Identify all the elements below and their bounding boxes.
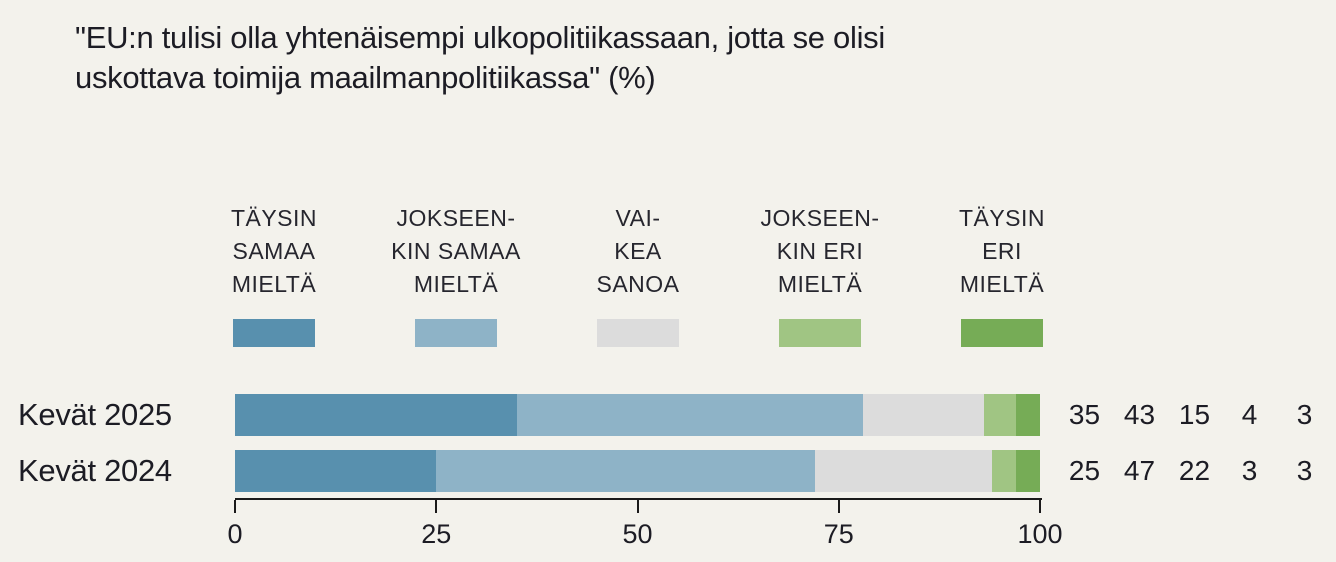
bar-segment: [516, 394, 863, 436]
legend: TÄYSIN SAMAA MIELTÄ JOKSEEN- KIN SAMAA M…: [183, 201, 1093, 347]
axis-tick: [1039, 500, 1041, 513]
legend-swatch: [597, 319, 679, 347]
axis-tick: [636, 500, 639, 513]
bar-segment: [235, 450, 437, 492]
legend-label-line: JOKSEEN-: [760, 205, 880, 231]
axis-tick: [234, 500, 236, 513]
legend-label-line: JOKSEEN-: [396, 205, 516, 231]
bar-segment: [235, 394, 517, 436]
value-label: 15: [1178, 399, 1211, 430]
axis-tick: [435, 500, 438, 513]
value-label: 47: [1123, 455, 1156, 486]
row-label-kevat-2025: Kevät 2025: [18, 397, 172, 432]
legend-label-line: KIN SAMAA: [391, 238, 521, 264]
bar-kevat-2024: [235, 450, 1040, 492]
value-label: 3: [1241, 455, 1258, 486]
value-label: 22: [1178, 455, 1211, 486]
legend-label-line: KEA: [614, 238, 662, 264]
legend-label: TÄYSIN SAMAA MIELTÄ: [183, 201, 365, 301]
axis-tick-label: 25: [421, 519, 452, 549]
bar-kevat-2025: [235, 394, 1040, 436]
value-label: 3: [1296, 455, 1313, 486]
legend-item-jokseenkin-eri: JOKSEEN- KIN ERI MIELTÄ: [729, 201, 911, 347]
legend-label-line: KIN ERI: [776, 238, 864, 264]
x-axis-line: [235, 498, 1042, 500]
bar-segment: [1015, 450, 1040, 492]
axis-tick-label: 75: [823, 519, 854, 549]
legend-label: JOKSEEN- KIN ERI MIELTÄ: [729, 201, 911, 301]
legend-item-jokseenkin-samaa: JOKSEEN- KIN SAMAA MIELTÄ: [365, 201, 547, 347]
bar-segment: [983, 394, 1016, 436]
legend-label-line: ERI: [982, 238, 1022, 264]
bar-segment: [862, 394, 984, 436]
axis-tick: [837, 500, 840, 513]
value-label: 4: [1241, 399, 1258, 430]
chart-title: "EU:n tulisi olla yhtenäisempi ulkopolit…: [75, 20, 885, 95]
legend-label-line: MIELTÄ: [959, 271, 1045, 297]
legend-label: VAI- KEA SANOA: [547, 201, 729, 301]
legend-swatch: [415, 319, 497, 347]
axis-tick-label: 50: [622, 519, 653, 549]
value-label: 43: [1123, 399, 1156, 430]
value-label: 25: [1068, 455, 1101, 486]
x-axis: 0 25 50 75 100: [227, 498, 1063, 558]
legend-label-line: MIELTÄ: [231, 271, 317, 297]
legend-label-line: MIELTÄ: [777, 271, 863, 297]
row-label-kevat-2024: Kevät 2024: [18, 453, 172, 488]
bar-segment: [1015, 394, 1040, 436]
bar-values-kevat-2025: 35 43 15 4 3: [1057, 394, 1333, 436]
legend-item-taysin-samaa: TÄYSIN SAMAA MIELTÄ: [183, 201, 365, 347]
legend-label-line: MIELTÄ: [413, 271, 499, 297]
bar-values-kevat-2024: 25 47 22 3 3: [1057, 450, 1333, 492]
axis-tick-label: 0: [227, 519, 243, 549]
legend-label: JOKSEEN- KIN SAMAA MIELTÄ: [365, 201, 547, 301]
legend-swatch: [779, 319, 861, 347]
legend-item-vaikea-sanoa: VAI- KEA SANOA: [547, 201, 729, 347]
legend-label-line: SAMAA: [232, 238, 316, 264]
bar-segment: [814, 450, 992, 492]
legend-label-line: SANOA: [596, 271, 680, 297]
bar-segment: [436, 450, 815, 492]
legend-label-line: TÄYSIN: [230, 205, 318, 231]
bar-segment: [991, 450, 1016, 492]
value-label: 35: [1068, 399, 1101, 430]
value-label: 3: [1296, 399, 1313, 430]
legend-swatch: [961, 319, 1043, 347]
legend-item-taysin-eri: TÄYSIN ERI MIELTÄ: [911, 201, 1093, 347]
legend-label-line: TÄYSIN: [958, 205, 1046, 231]
legend-swatch: [233, 319, 315, 347]
legend-label: TÄYSIN ERI MIELTÄ: [911, 201, 1093, 301]
legend-label-line: VAI-: [615, 205, 661, 231]
axis-tick-label: 100: [1017, 519, 1063, 549]
